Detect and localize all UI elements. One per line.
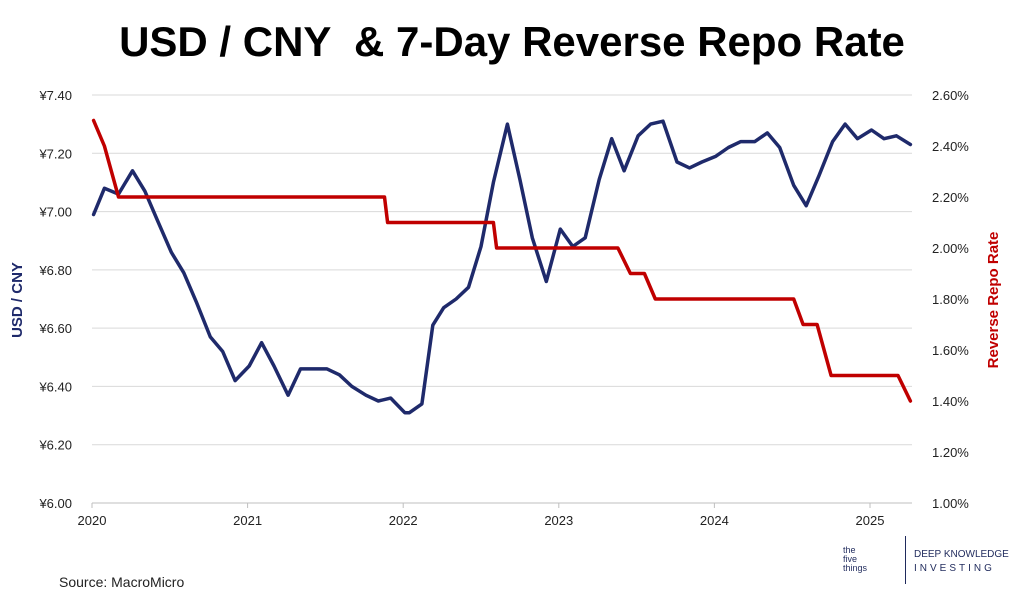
right-tick-label: 2.20% [932,190,969,205]
right-tick-label: 1.20% [932,445,969,460]
left-tick-label: ¥6.80 [38,263,72,278]
grid-lines [92,94,912,504]
x-tick-label: 2021 [233,513,262,528]
logo-line-1: DEEP KNOWLEDGE [914,549,1009,560]
x-tick-label: 2022 [389,513,418,528]
right-axis-title: Reverse Repo Rate [985,232,1002,369]
chart-title: USD / CNY & 7-Day Reverse Repo Rate [119,18,905,65]
right-tick-label: 1.00% [932,496,969,511]
repo-rate-series-line [91,118,913,403]
left-tick-label: ¥7.40 [38,88,72,103]
right-tick-label: 1.80% [932,292,969,307]
right-tick-label: 2.00% [932,241,969,256]
left-tick-label: ¥7.20 [38,146,72,161]
x-tick-label: 2023 [544,513,573,528]
left-axis-title: USD / CNY [9,262,26,338]
right-tick-label: 2.40% [932,139,969,154]
series-layer [91,118,913,415]
left-tick-label: ¥6.60 [38,321,72,336]
x-axis-ticks: 2020 2021 2022 2023 2024 2025 [78,503,885,528]
logo-word-the: the [843,545,856,555]
left-tick-label: ¥6.20 [38,438,72,453]
logo-word-things: things [843,563,868,573]
dki-logo: DEEP KNOWLEDGE INVESTING [914,548,1009,576]
logo-word-five: five [843,554,858,564]
logo-line-2: INVESTING [914,563,995,574]
usdcny-series-line [91,119,913,415]
left-tick-label: ¥7.00 [38,205,72,220]
right-axis-ticks: 1.00% 1.20% 1.40% 1.60% 1.80% 2.00% 2.20% 2.40%… [932,88,969,511]
source-note: Source: MacroMicro [59,574,185,590]
x-tick-label: 2024 [700,513,729,528]
left-tick-label: ¥6.40 [38,379,72,394]
right-tick-label: 1.40% [932,394,969,409]
five-things-logo: the five things [843,546,899,586]
right-tick-label: 2.60% [932,88,969,103]
left-axis-ticks: ¥6.00 ¥6.20 ¥6.40 ¥6.60 ¥6.80 ¥7.00 ¥7.20 ¥7.40 [38,88,72,511]
x-tick-label: 2025 [856,513,885,528]
left-tick-label: ¥6.00 [38,496,72,511]
x-tick-label: 2020 [78,513,107,528]
logo-divider [905,536,906,584]
right-tick-label: 1.60% [932,343,969,358]
